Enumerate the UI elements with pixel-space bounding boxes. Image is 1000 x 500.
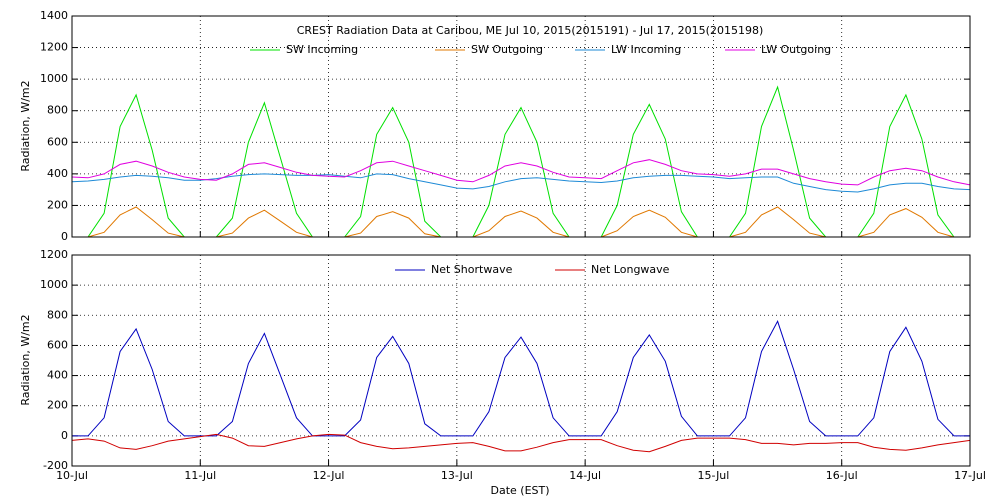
y-tick-label: 400 xyxy=(47,167,68,180)
y-axis-label: Radiation, W/m2 xyxy=(19,80,32,171)
data-line xyxy=(72,206,970,238)
y-tick-label: 1400 xyxy=(40,9,68,22)
data-line xyxy=(71,159,971,186)
y-axis-label: Radiation, W/m2 xyxy=(19,314,32,405)
y-tick-label: 1200 xyxy=(40,248,68,261)
x-tick-label: 11-Jul xyxy=(184,469,216,482)
x-tick-label: 17-Jul xyxy=(954,469,986,482)
y-tick-label: 800 xyxy=(47,104,68,117)
x-tick-label: 10-Jul xyxy=(56,469,88,482)
plot-frame xyxy=(71,254,971,467)
y-tick-label: 800 xyxy=(47,308,68,321)
legend-label: SW Outgoing xyxy=(471,43,543,56)
y-tick-label: 0 xyxy=(61,230,68,243)
y-tick-label: 200 xyxy=(47,399,68,412)
x-axis-label: Date (EST) xyxy=(490,484,549,497)
y-tick-label: 1200 xyxy=(40,41,68,54)
legend-label: Net Shortwave xyxy=(431,263,513,276)
x-tick-label: 15-Jul xyxy=(697,469,729,482)
legend-label: LW Incoming xyxy=(611,43,681,56)
y-tick-label: 400 xyxy=(47,369,68,382)
x-tick-label: 14-Jul xyxy=(569,469,601,482)
data-line xyxy=(72,320,970,437)
legend-label: Net Longwave xyxy=(591,263,670,276)
y-tick-label: 0 xyxy=(61,429,68,442)
y-tick-label: 600 xyxy=(47,135,68,148)
y-tick-label: 1000 xyxy=(40,72,68,85)
y-tick-label: 600 xyxy=(47,338,68,351)
data-line xyxy=(72,85,970,238)
y-tick-label: -200 xyxy=(43,459,68,472)
chart-title: CREST Radiation Data at Caribou, ME Jul … xyxy=(297,24,764,37)
legend-label: LW Outgoing xyxy=(761,43,831,56)
y-tick-label: 200 xyxy=(47,198,68,211)
x-tick-label: 12-Jul xyxy=(313,469,345,482)
data-line xyxy=(71,433,971,453)
y-tick-label: 1000 xyxy=(40,278,68,291)
x-tick-label: 16-Jul xyxy=(826,469,858,482)
legend-label: SW Incoming xyxy=(286,43,358,56)
x-tick-label: 13-Jul xyxy=(441,469,473,482)
plot-frame xyxy=(71,15,971,238)
